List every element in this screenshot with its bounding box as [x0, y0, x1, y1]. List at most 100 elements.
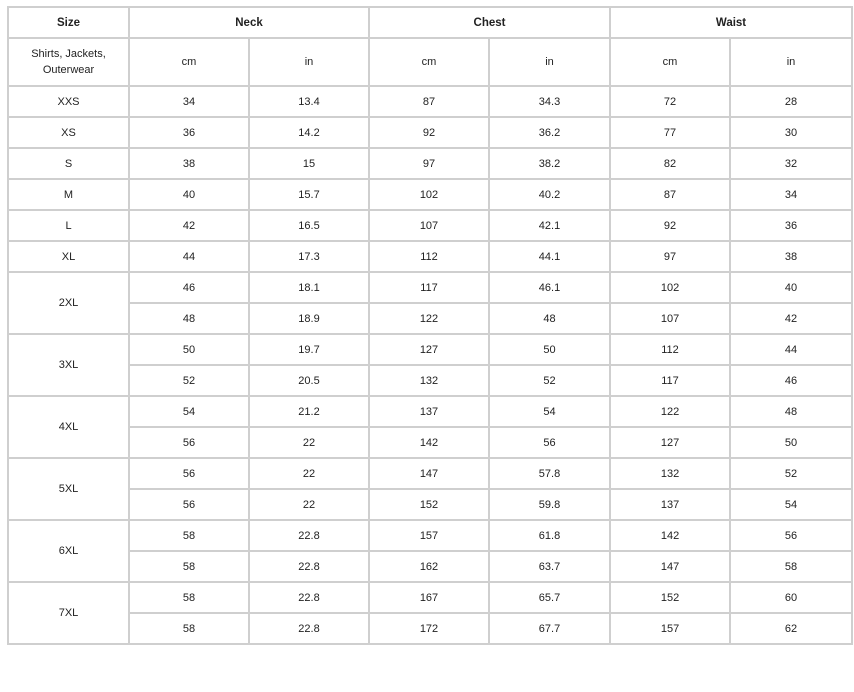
measurement-cell: 50: [487, 333, 612, 366]
unit-label: cm: [128, 37, 250, 87]
measurement-cell: 65.7: [487, 581, 612, 614]
measurement-cell: 13.4: [248, 85, 370, 118]
table-row: XXS 34 13.4 87 34.3 72 28: [7, 85, 854, 118]
size-rows: XXS 34 13.4 87 34.3 72 28 XS 36 14.2 92 36.2 77 30 S 38…: [7, 85, 854, 645]
size-label: S: [7, 147, 130, 180]
size-label: XL: [7, 240, 130, 273]
measurement-cell: 132: [368, 364, 490, 397]
table-row: M 40 15.7 102 40.2 87 34: [7, 178, 854, 211]
measurement-cell: 22.8: [248, 550, 370, 583]
measurement-cell: 22: [248, 488, 370, 521]
size-label: XS: [7, 116, 130, 149]
table-row: 6XL 58 22.8 157 61.8 142 56: [7, 519, 854, 583]
measurement-cell: 52: [729, 457, 854, 490]
table-row: L 42 16.5 107 42.1 92 36: [7, 209, 854, 242]
table-row: S 38 15 97 38.2 82 32: [7, 147, 854, 180]
measurement-cell: 46: [128, 271, 250, 304]
measurement-cell: 18.1: [248, 271, 370, 304]
neck-header: Neck: [128, 6, 370, 39]
measurement-cell: 48: [729, 395, 854, 428]
measurement-cell: 122: [368, 302, 490, 335]
unit-label: in: [729, 37, 854, 87]
measurement-cell: 32: [729, 147, 854, 180]
measurement-cell: 147: [368, 457, 490, 490]
measurement-cell: 127: [609, 426, 732, 459]
measurement-cell: 97: [609, 240, 732, 273]
measurement-cell: 61.8: [487, 519, 612, 552]
measurement-cell: 36.2: [487, 116, 612, 149]
measurement-cell: 15: [248, 147, 370, 180]
measurement-cell: 40: [729, 271, 854, 304]
measurement-cell: 30: [729, 116, 854, 149]
measurement-cell: 58: [128, 612, 250, 645]
size-header: Size: [7, 6, 130, 39]
size-label: XXS: [7, 85, 130, 118]
measurement-cell: 56: [729, 519, 854, 552]
measurement-cell: 112: [368, 240, 490, 273]
measurement-cell: 147: [609, 550, 732, 583]
measurement-cell: 42: [128, 209, 250, 242]
table-row: 3XL 50 19.7 127 50 112 44: [7, 333, 854, 397]
measurement-cell: 20.5: [248, 364, 370, 397]
measurement-cell: 107: [609, 302, 732, 335]
unit-label: in: [487, 37, 612, 87]
size-label: 2XL: [7, 271, 130, 335]
size-label: 7XL: [7, 581, 130, 645]
measurement-cell: 38: [729, 240, 854, 273]
measurement-cell: 15.7: [248, 178, 370, 211]
measurement-cell: 18.9: [248, 302, 370, 335]
measurement-cell: 142: [368, 426, 490, 459]
measurement-cell: 56: [128, 457, 250, 490]
measurement-cell: 19.7: [248, 333, 370, 366]
measurement-cell: 102: [368, 178, 490, 211]
table-row: 4XL 54 21.2 137 54 122 48: [7, 395, 854, 459]
size-label: 3XL: [7, 333, 130, 397]
measurement-cell: 117: [368, 271, 490, 304]
measurement-cell: 58: [128, 519, 250, 552]
measurement-cell: 36: [128, 116, 250, 149]
measurement-cell: 152: [368, 488, 490, 521]
size-label: 6XL: [7, 519, 130, 583]
measurement-cell: 14.2: [248, 116, 370, 149]
measurement-cell: 40: [128, 178, 250, 211]
measurement-cell: 54: [729, 488, 854, 521]
table-row: 56 22 152 59.8 137 54: [8, 488, 854, 521]
measurement-cell: 60: [729, 581, 854, 614]
measurement-cell: 48: [128, 302, 250, 335]
table-row: XS 36 14.2 92 36.2 77 30: [7, 116, 854, 149]
table-row: 58 22.8 162 63.7 147 58: [8, 550, 854, 583]
size-label: L: [7, 209, 130, 242]
measurement-cell: 137: [368, 395, 490, 428]
measurement-cell: 102: [609, 271, 732, 304]
measurement-cell: 50: [128, 333, 250, 366]
waist-header: Waist: [609, 6, 854, 39]
measurement-cell: 44: [729, 333, 854, 366]
measurement-cell: 50: [729, 426, 854, 459]
unit-label: in: [248, 37, 370, 87]
measurement-cell: 87: [609, 178, 732, 211]
measurement-cell: 167: [368, 581, 490, 614]
table-row: XL 44 17.3 112 44.1 97 38: [7, 240, 854, 273]
table-row: 58 22.8 172 67.7 157 62: [8, 612, 854, 645]
measurement-cell: 44.1: [487, 240, 612, 273]
measurement-cell: 40.2: [487, 178, 612, 211]
measurement-cell: 162: [368, 550, 490, 583]
measurement-cell: 157: [609, 612, 732, 645]
measurement-cell: 63.7: [487, 550, 612, 583]
measurement-cell: 172: [368, 612, 490, 645]
measurement-cell: 82: [609, 147, 732, 180]
measurement-cell: 132: [609, 457, 732, 490]
measurement-cell: 48: [487, 302, 612, 335]
measurement-cell: 58: [128, 581, 250, 614]
measurement-cell: 152: [609, 581, 732, 614]
units-row: Shirts, Jackets, Outerwear cm in cm in c…: [7, 37, 854, 87]
size-label: M: [7, 178, 130, 211]
measurement-cell: 22.8: [248, 612, 370, 645]
measurement-cell: 22.8: [248, 519, 370, 552]
measurement-cell: 17.3: [248, 240, 370, 273]
measurement-cell: 54: [487, 395, 612, 428]
measurement-cell: 58: [729, 550, 854, 583]
measurement-cell: 59.8: [487, 488, 612, 521]
measurement-cell: 117: [609, 364, 732, 397]
measurement-cell: 34: [729, 178, 854, 211]
